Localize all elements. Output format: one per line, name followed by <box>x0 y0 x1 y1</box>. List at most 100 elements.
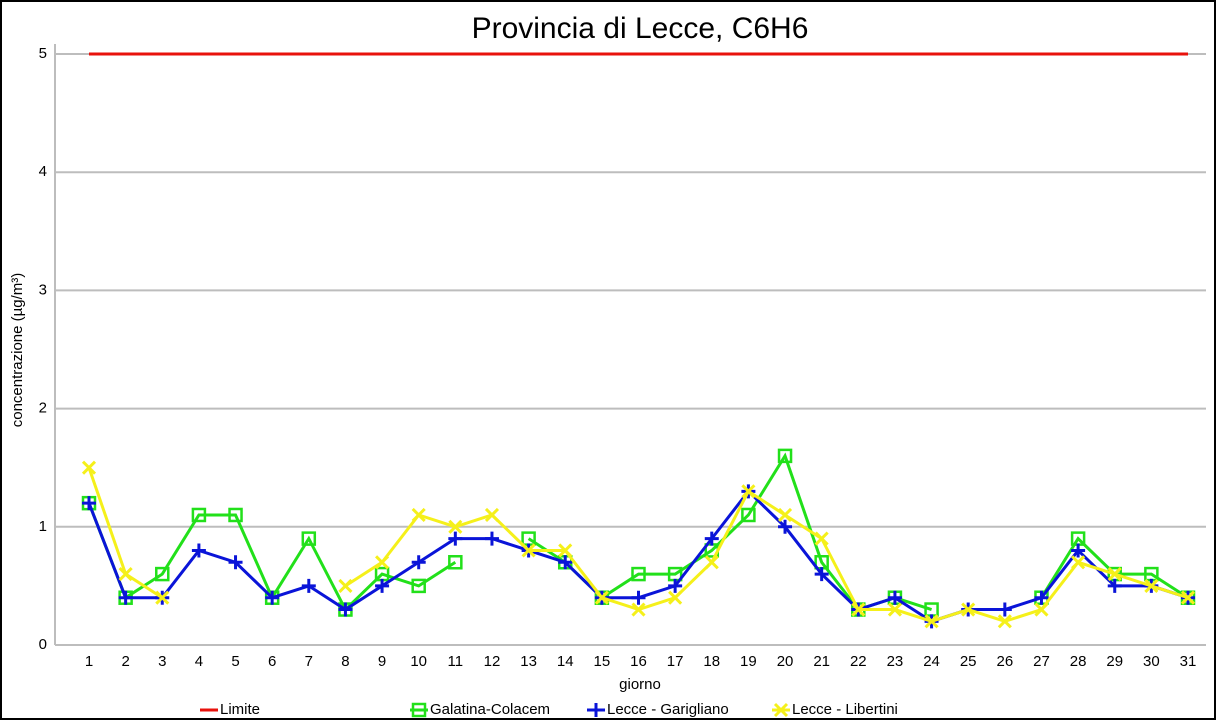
marker <box>704 555 719 570</box>
marker <box>191 507 207 523</box>
marker <box>1144 578 1159 593</box>
chart-title: Provincia di Lecce, C6H6 <box>472 12 809 45</box>
marker <box>887 590 902 605</box>
marker <box>1107 578 1122 593</box>
y-tick-label: 3 <box>39 281 47 298</box>
marker <box>301 578 316 593</box>
marker <box>411 555 426 570</box>
x-tick-label: 25 <box>960 653 977 670</box>
marker <box>668 578 683 593</box>
x-tick-label: 28 <box>1070 653 1087 670</box>
legend-label: Lecce - Libertini <box>792 701 898 718</box>
marker <box>851 602 866 617</box>
marker <box>448 555 463 570</box>
marker <box>484 507 500 523</box>
y-tick-label: 2 <box>39 400 47 417</box>
x-tick-label: 27 <box>1033 653 1050 670</box>
marker <box>448 519 463 534</box>
x-tick-label: 21 <box>813 653 830 670</box>
marker <box>924 614 939 629</box>
x-tick-label: 4 <box>195 653 203 670</box>
x-tick-label: 13 <box>520 653 537 670</box>
x-tick-label: 18 <box>703 653 720 670</box>
marker <box>448 531 463 546</box>
marker <box>1107 567 1122 582</box>
x-tick-label: 20 <box>777 653 794 670</box>
marker <box>118 567 133 582</box>
x-tick-label: 11 <box>448 653 464 670</box>
legend-marker <box>411 702 427 718</box>
x-tick-label: 15 <box>594 653 611 670</box>
marker <box>887 602 902 617</box>
marker <box>594 590 609 605</box>
marker <box>1034 590 1049 605</box>
marker <box>1034 602 1049 617</box>
marker <box>631 566 646 582</box>
marker <box>668 590 683 605</box>
x-tick-label: 30 <box>1143 653 1160 670</box>
x-tick-label: 23 <box>887 653 904 670</box>
marker <box>155 566 170 582</box>
y-tick-label: 5 <box>39 45 47 62</box>
x-tick-label: 5 <box>231 653 239 670</box>
marker <box>997 602 1012 617</box>
marker <box>558 543 573 558</box>
marker <box>228 507 243 523</box>
marker <box>631 602 646 617</box>
x-tick-label: 19 <box>740 653 757 670</box>
y-tick-label: 4 <box>39 163 47 180</box>
x-tick-label: 31 <box>1180 653 1197 670</box>
marker <box>814 531 829 546</box>
marker <box>521 543 536 558</box>
x-tick-label: 29 <box>1106 653 1123 670</box>
marker <box>118 590 133 605</box>
x-tick-label: 22 <box>850 653 867 670</box>
marker <box>375 555 390 570</box>
marker <box>265 590 280 605</box>
x-tick-label: 12 <box>484 653 501 670</box>
x-tick-label: 17 <box>667 653 684 670</box>
marker <box>338 602 353 617</box>
x-tick-label: 8 <box>341 653 349 670</box>
marker <box>301 531 317 546</box>
y-tick-label: 1 <box>39 518 47 535</box>
marker <box>631 590 646 605</box>
marker <box>191 543 206 558</box>
x-tick-label: 2 <box>121 653 129 670</box>
marker <box>777 448 793 464</box>
legend-label: Lecce - Garigliano <box>607 701 729 718</box>
x-tick-label: 7 <box>305 653 313 670</box>
marker <box>777 507 793 523</box>
x-tick-label: 1 <box>85 653 93 670</box>
marker <box>82 496 96 511</box>
legend-label: Galatina-Colacem <box>430 701 550 718</box>
x-tick-label: 9 <box>378 653 386 670</box>
marker <box>1071 543 1086 558</box>
marker <box>155 590 170 605</box>
marker <box>741 484 756 499</box>
marker <box>997 614 1012 629</box>
marker <box>1180 590 1196 605</box>
legend-label: Limite <box>220 701 260 718</box>
marker <box>411 578 426 594</box>
marker <box>484 531 499 546</box>
marker <box>961 602 976 617</box>
x-tick-label: 6 <box>268 653 276 670</box>
marker <box>411 507 426 523</box>
marker <box>778 519 793 534</box>
marker <box>1071 555 1086 570</box>
x-tick-label: 14 <box>557 653 574 670</box>
x-tick-label: 26 <box>996 653 1013 670</box>
legend-marker <box>773 702 789 718</box>
y-tick-label: 0 <box>39 636 47 653</box>
marker <box>375 578 390 593</box>
legend-marker <box>589 703 603 717</box>
y-axis-label: concentrazione (µg/m³) <box>9 273 26 428</box>
x-tick-label: 24 <box>923 653 940 670</box>
x-tick-label: 16 <box>630 653 647 670</box>
marker <box>228 555 243 570</box>
marker <box>81 460 97 475</box>
marker <box>558 555 573 570</box>
x-axis-label: giorno <box>619 676 661 693</box>
